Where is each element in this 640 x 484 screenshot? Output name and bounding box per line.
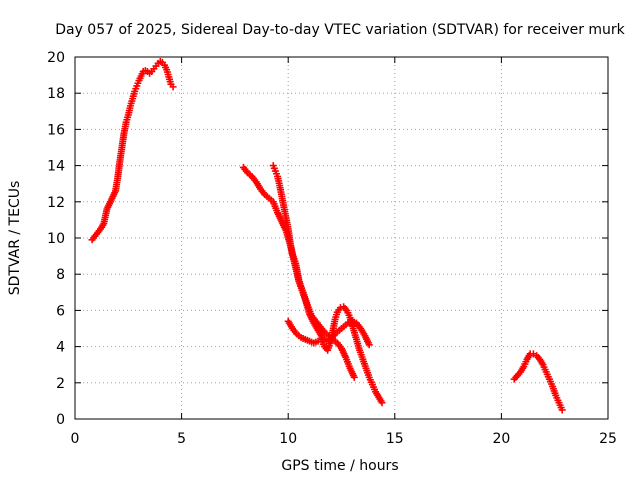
x-axis-label: GPS time / hours	[281, 458, 398, 474]
data-point	[169, 83, 177, 91]
y-tick-label: 20	[47, 50, 65, 66]
x-tick-label: 15	[386, 431, 404, 447]
y-tick-label: 4	[56, 340, 65, 356]
y-tick-label: 16	[47, 122, 65, 138]
y-tick-label: 6	[56, 303, 65, 319]
y-axis-label: SDTVAR / TECUs	[7, 181, 23, 296]
x-tick-label: 25	[599, 431, 617, 447]
y-tick-label: 14	[47, 159, 65, 175]
data-point	[350, 373, 358, 381]
y-tick-label: 2	[56, 376, 65, 392]
series-track-3	[269, 162, 373, 349]
data-point	[558, 406, 566, 414]
y-tick-label: 18	[47, 86, 65, 102]
y-tick-label: 8	[56, 267, 65, 283]
data-point	[378, 399, 386, 407]
data-point	[336, 304, 344, 312]
y-tick-label: 12	[47, 195, 65, 211]
x-tick-label: 5	[177, 431, 186, 447]
series-track-4	[284, 303, 386, 407]
series-track-1	[88, 58, 177, 244]
x-tick-label: 10	[279, 431, 297, 447]
series-track-5	[510, 350, 566, 414]
data-point	[365, 341, 373, 349]
y-tick-label: 10	[47, 231, 65, 247]
x-tick-label: 0	[71, 431, 80, 447]
chart-title: Day 057 of 2025, Sidereal Day-to-day VTE…	[55, 22, 625, 38]
x-tick-label: 20	[492, 431, 510, 447]
y-tick-label: 0	[56, 412, 65, 428]
